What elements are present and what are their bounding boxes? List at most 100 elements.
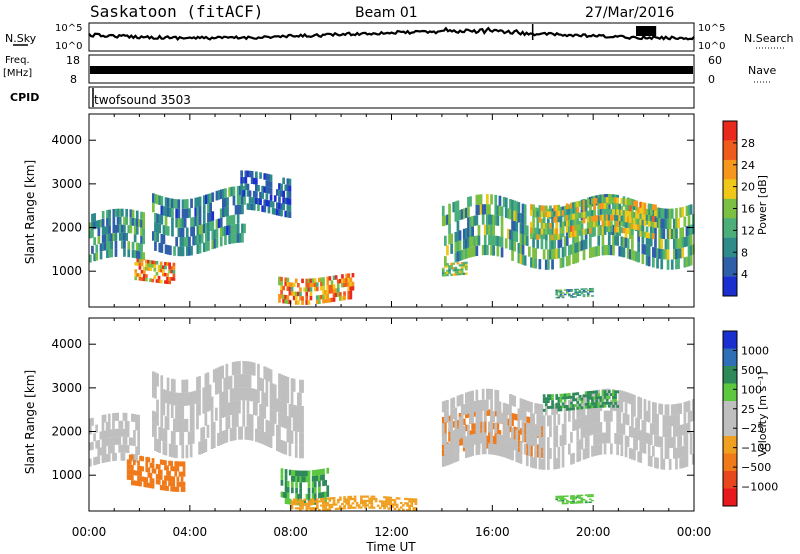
heatmap-cell [565,292,569,294]
colorbar-tick-label: 1000 [741,344,769,357]
heatmap-cell [114,232,118,241]
heatmap-cell [290,500,294,503]
heatmap-cell [276,208,279,216]
heatmap-cell [683,216,687,227]
heatmap-cell [582,249,586,261]
heatmap-cell [473,433,477,445]
heatmap-cell [607,401,611,405]
heatmap-cell [450,262,453,265]
heatmap-cell [645,432,649,444]
heatmap-cell [248,196,252,204]
heatmap-cell [660,447,664,459]
heatmap-cell [311,481,315,488]
heatmap-cell [511,230,514,241]
heatmap-cell [341,507,344,510]
heatmap-cell [647,455,651,467]
heatmap-cell [544,234,548,241]
heatmap-cell [364,506,367,509]
heatmap-cell [536,444,540,451]
heatmap-cell [544,229,548,240]
heatmap-cell [330,503,334,506]
heatmap-cell [593,209,596,216]
heatmap-cell [450,441,453,453]
heatmap-cell [370,497,374,500]
heatmap-cell [164,429,168,443]
colorbar-segment [723,436,737,454]
heatmap-cell [517,427,521,435]
heatmap-cell [444,411,447,423]
heatmap-cell [297,283,300,288]
heatmap-cell [178,461,182,467]
heatmap-cell [176,476,180,482]
heatmap-cell [351,281,355,287]
heatmap-cell [477,225,481,236]
heatmap-cell [534,207,537,218]
heatmap-cell [605,214,609,221]
heatmap-cell [222,226,225,237]
heatmap-cell [307,500,311,503]
heatmap-cell [603,390,607,394]
heatmap-cell [446,245,449,256]
heatmap-cell [202,242,206,253]
heatmap-cell [294,444,298,458]
heatmap-cell [244,183,248,191]
x-tick-label: 08:00 [273,525,308,539]
heatmap-cell [643,431,647,443]
heatmap-cell [153,468,157,474]
heatmap-cell [269,200,273,208]
heatmap-cell [687,245,691,257]
heatmap-cell [248,190,252,197]
heatmap-cell [649,226,653,237]
heatmap-cell [677,238,680,249]
heatmap-cell [551,211,554,217]
heatmap-cell [599,396,603,399]
heatmap-cell [191,430,195,444]
heatmap-cell [145,482,149,488]
heatmap-cell [586,391,590,394]
heatmap-cell [614,214,617,221]
heatmap-cell [593,246,596,257]
heatmap-cell [164,416,168,430]
heatmap-cell [446,271,449,275]
heatmap-cell [481,388,485,400]
heatmap-cell [475,400,479,412]
heatmap-cell [207,212,210,223]
heatmap-cell [578,241,582,252]
y-tick-label: 2000 [51,221,82,235]
heatmap-cell [523,214,527,225]
colorbar-tick-label: 24 [741,159,755,172]
heatmap-cell [190,198,193,209]
heatmap-cell [137,447,140,455]
heatmap-cell [561,445,565,457]
heatmap-cell [441,216,445,227]
heatmap-cell [654,247,657,258]
heatmap-cell [301,300,304,305]
heatmap-cell [551,403,554,406]
heatmap-cell [483,399,487,411]
heatmap-cell [349,498,353,501]
heatmap-cell [389,505,393,508]
heatmap-cell [494,389,498,401]
heatmap-cell [280,479,284,486]
heatmap-cell [95,220,99,229]
heatmap-cell [156,232,159,243]
heatmap-cell [202,400,206,414]
heatmap-cell [307,476,311,483]
heatmap-cell [278,280,281,286]
heatmap-cell [368,506,372,509]
heatmap-cell [565,405,569,408]
heatmap-cell [586,210,590,217]
heatmap-cell [555,394,559,397]
heatmap-cell [578,212,582,219]
heatmap-cell [540,234,544,241]
heatmap-cell [465,436,468,448]
heatmap-cell [301,432,304,446]
heatmap-cell [494,422,498,434]
heatmap-cell [574,222,577,233]
heatmap-cell [509,229,512,240]
heatmap-cell [207,193,210,204]
heatmap-cell [288,430,292,444]
heatmap-cell [515,211,519,222]
heatmap-cell [624,216,628,223]
heatmap-cell [168,266,171,270]
